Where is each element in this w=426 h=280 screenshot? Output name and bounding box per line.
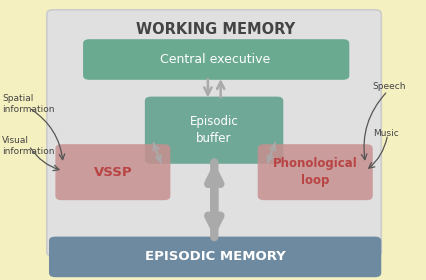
Text: Spatial
information: Spatial information	[2, 94, 55, 114]
FancyBboxPatch shape	[83, 39, 349, 80]
FancyBboxPatch shape	[55, 144, 170, 200]
FancyBboxPatch shape	[145, 97, 283, 164]
Text: VSSP: VSSP	[94, 166, 132, 179]
Text: EPISODIC MEMORY: EPISODIC MEMORY	[145, 250, 285, 263]
Text: Episodic
buffer: Episodic buffer	[190, 115, 238, 145]
FancyBboxPatch shape	[258, 144, 373, 200]
Text: Phonological
loop: Phonological loop	[273, 157, 357, 187]
FancyBboxPatch shape	[49, 237, 381, 277]
FancyBboxPatch shape	[47, 10, 381, 256]
Text: Music: Music	[373, 129, 398, 137]
Text: Visual
information: Visual information	[2, 136, 55, 156]
Text: Central executive: Central executive	[160, 53, 270, 66]
Text: WORKING MEMORY: WORKING MEMORY	[135, 22, 295, 37]
Text: Speech: Speech	[373, 82, 406, 91]
